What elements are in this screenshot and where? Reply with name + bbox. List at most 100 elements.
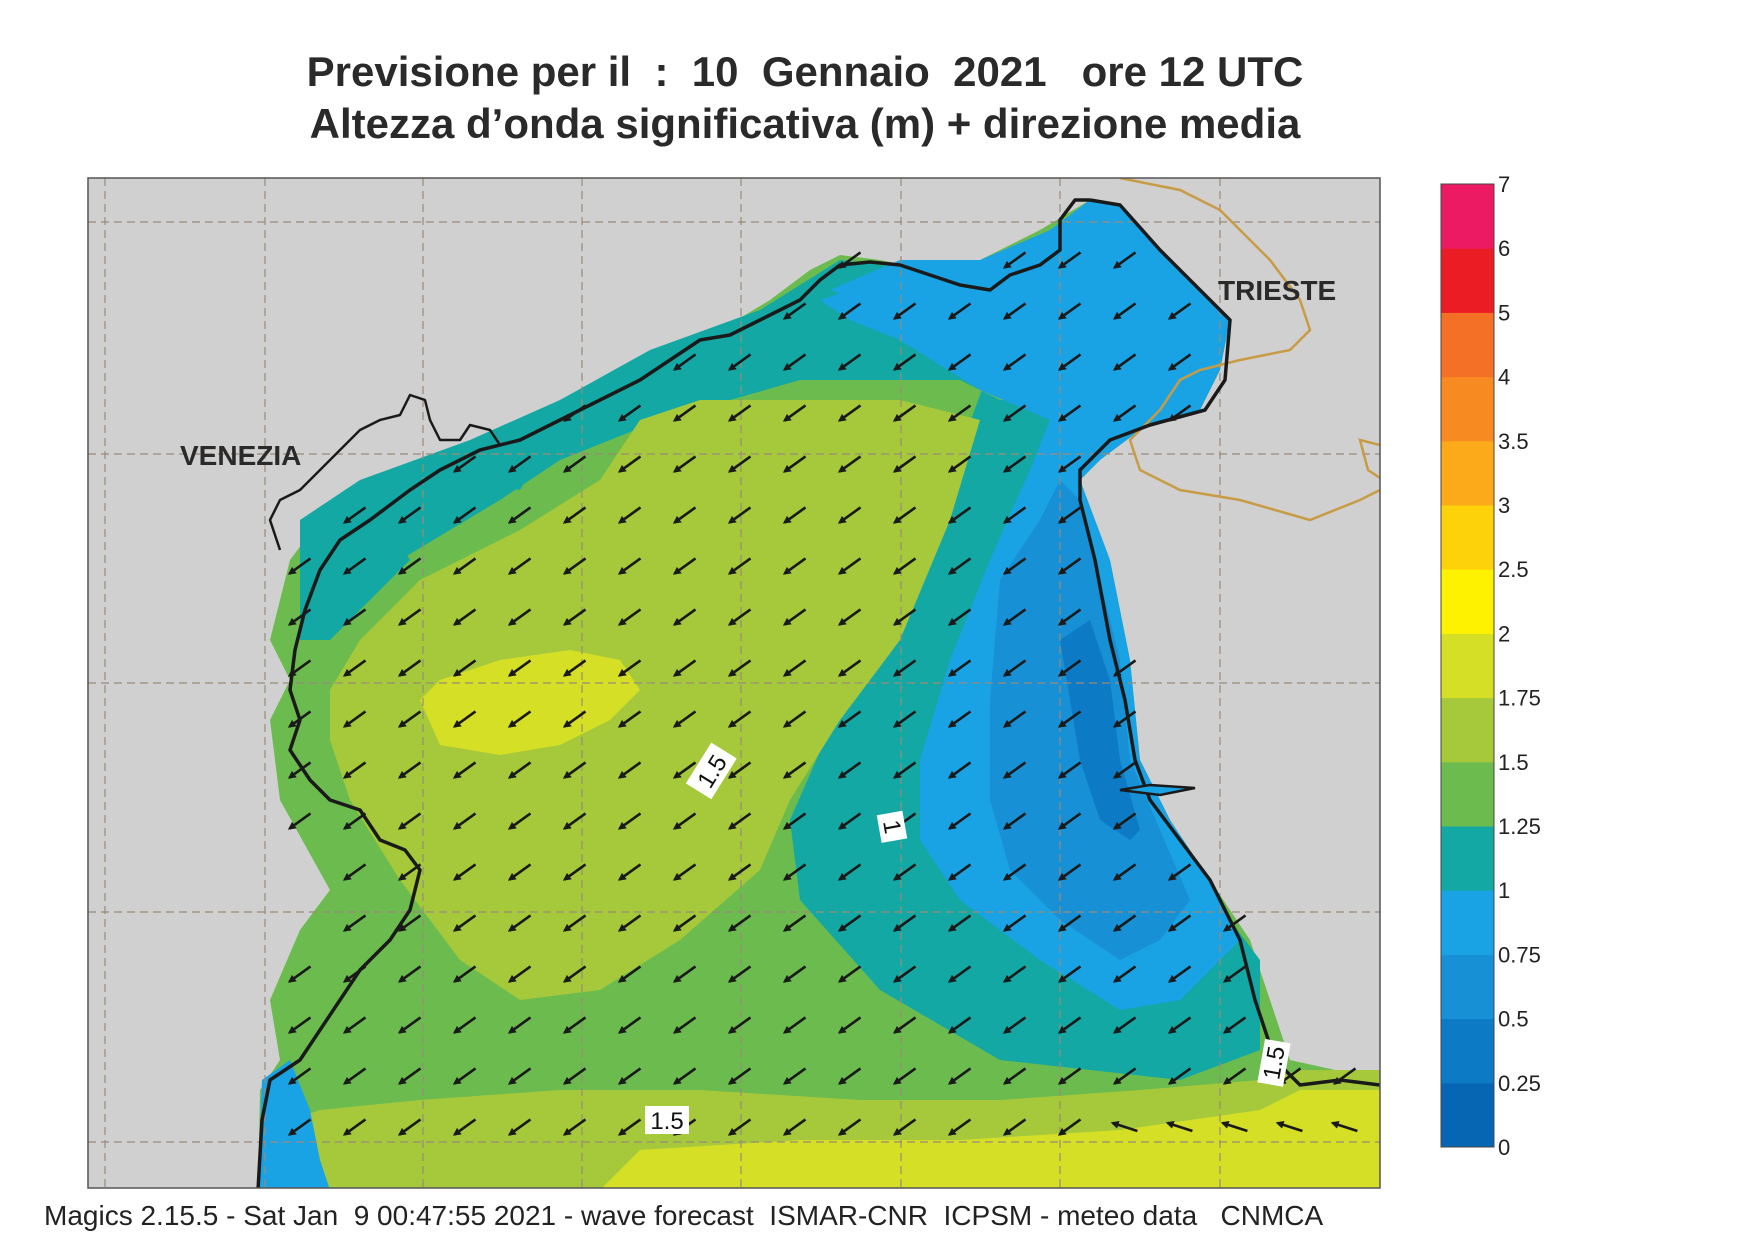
direction-arrow: [507, 1016, 532, 1034]
label-trieste: TRIESTE: [1218, 275, 1336, 306]
direction-arrow: [947, 557, 972, 575]
colorbar-swatch: [1441, 1018, 1494, 1084]
contour-label-2: 1: [876, 810, 908, 843]
direction-arrow: [452, 659, 477, 677]
direction-arrow: [562, 557, 587, 575]
label-venezia: VENEZIA: [180, 440, 301, 471]
contour-label-text: 1: [877, 818, 906, 836]
contour-label-4: 1.5: [1257, 1038, 1291, 1087]
direction-arrow: [507, 1067, 532, 1085]
direction-arrow: [947, 302, 972, 320]
direction-arrow: [1002, 302, 1027, 320]
direction-arrow: [1057, 506, 1082, 524]
colorbar-swatch: [1441, 440, 1494, 506]
colorbar-swatch: [1441, 184, 1494, 249]
direction-arrow: [782, 965, 807, 983]
direction-arrow: [507, 608, 532, 626]
direction-arrow: [1057, 608, 1082, 626]
direction-arrow: [782, 506, 807, 524]
direction-arrow: [1112, 863, 1137, 881]
direction-arrow: [1112, 761, 1137, 779]
direction-arrow: [1220, 1121, 1248, 1133]
direction-arrow: [397, 914, 422, 932]
direction-arrow: [1002, 659, 1027, 677]
direction-arrow: [892, 710, 917, 728]
colorbar-tick-label: 1.75: [1498, 686, 1541, 711]
footer-credits: Magics 2.15.5 - Sat Jan 9 00:47:55 2021 …: [44, 1200, 1324, 1231]
direction-arrow: [617, 608, 642, 626]
direction-arrow: [507, 557, 532, 575]
direction-arrow: [1112, 659, 1137, 677]
direction-arrow: [1332, 1067, 1357, 1085]
direction-arrow: [1167, 302, 1192, 320]
direction-arrow: [452, 557, 477, 575]
map-title: Previsione per il : 10 Gennaio 2021 ore …: [306, 48, 1304, 95]
colorbar-swatch: [1441, 954, 1494, 1020]
direction-arrow: [1057, 557, 1082, 575]
direction-arrow: [947, 1118, 972, 1136]
direction-arrow: [1112, 914, 1137, 932]
direction-arrow: [287, 1067, 312, 1085]
direction-arrow: [617, 914, 642, 932]
direction-arrow: [947, 914, 972, 932]
direction-arrow: [452, 710, 477, 728]
direction-arrow: [397, 1067, 422, 1085]
direction-arrow: [287, 557, 312, 575]
direction-arrow: [507, 761, 532, 779]
direction-arrow: [397, 965, 422, 983]
direction-arrow: [782, 710, 807, 728]
direction-arrow: [397, 659, 422, 677]
zone-1.75-2-east: [460, 480, 820, 900]
direction-arrow: [672, 608, 697, 626]
direction-arrow: [1222, 965, 1247, 983]
direction-arrow: [1167, 1067, 1192, 1085]
map-subtitle: Altezza d’onda significativa (m) + direz…: [309, 100, 1301, 147]
direction-arrow: [287, 1016, 312, 1034]
direction-arrow: [947, 965, 972, 983]
direction-arrow: [1002, 251, 1027, 269]
colorbar-tick-label: 1.5: [1498, 750, 1529, 775]
direction-arrow: [947, 761, 972, 779]
direction-arrow: [562, 914, 587, 932]
direction-arrow: [342, 710, 367, 728]
direction-arrow: [617, 761, 642, 779]
direction-arrow: [947, 710, 972, 728]
direction-arrow: [397, 863, 422, 881]
direction-arrow: [672, 710, 697, 728]
colorbar-tick-label: 0: [1498, 1135, 1510, 1160]
direction-arrow: [617, 659, 642, 677]
colorbar-tick-label: 1.25: [1498, 814, 1541, 839]
direction-arrow: [892, 914, 917, 932]
direction-arrow: [672, 863, 697, 881]
direction-arrow: [727, 353, 752, 371]
direction-arrow: [672, 914, 697, 932]
colorbar-tick-label: 1: [1498, 878, 1510, 903]
zone-1.75-2-south: [602, 1090, 1380, 1188]
direction-arrow: [947, 659, 972, 677]
direction-arrow: [892, 608, 917, 626]
direction-arrow: [1057, 353, 1082, 371]
direction-arrow: [562, 506, 587, 524]
direction-arrow: [727, 455, 752, 473]
direction-arrow: [287, 1118, 312, 1136]
direction-arrow: [507, 1118, 532, 1136]
direction-arrow: [1002, 761, 1027, 779]
direction-arrow: [1057, 1067, 1082, 1085]
direction-arrow: [617, 710, 642, 728]
direction-arrow: [617, 557, 642, 575]
direction-arrow: [837, 812, 862, 830]
direction-arrow: [727, 1067, 752, 1085]
direction-arrow: [507, 914, 532, 932]
direction-arrow: [837, 710, 862, 728]
direction-arrow: [507, 710, 532, 728]
direction-arrow: [837, 965, 862, 983]
direction-arrow: [1167, 353, 1192, 371]
direction-arrow: [1002, 965, 1027, 983]
direction-arrow: [452, 1118, 477, 1136]
contour-label-text: 1.5: [1258, 1044, 1290, 1082]
direction-arrow: [1167, 1016, 1192, 1034]
gulf-islet: [1119, 783, 1196, 797]
border-line: [1119, 178, 1380, 522]
direction-arrow: [947, 1067, 972, 1085]
direction-arrow: [342, 914, 367, 932]
